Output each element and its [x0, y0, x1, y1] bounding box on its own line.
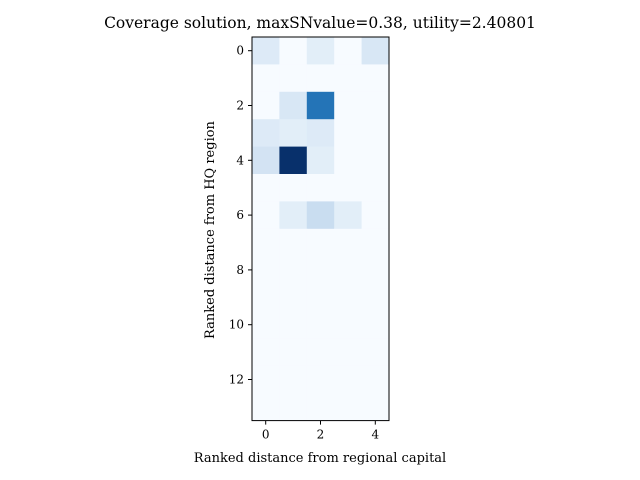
y-tick-label: 2 [236, 99, 244, 113]
heatmap-cell [279, 256, 308, 285]
y-tick-label: 10 [229, 318, 244, 332]
heatmap-cell [306, 201, 335, 230]
heatmap-cell [279, 311, 308, 339]
heatmap-cell [361, 338, 390, 367]
heatmap-cell [306, 119, 335, 148]
x-axis-label: Ranked distance from regional capital [194, 451, 446, 466]
heatmap-cell [334, 37, 363, 65]
heatmap-cell [306, 365, 335, 394]
heatmap-cell [361, 201, 390, 230]
heatmap-cell [361, 174, 390, 202]
y-tick-label: 6 [236, 208, 244, 222]
heatmap-cell [252, 338, 280, 367]
x-tick-label: 2 [317, 428, 325, 442]
heatmap-cell [252, 228, 280, 257]
heatmap-cell [252, 201, 280, 230]
heatmap-cell [279, 365, 308, 394]
heatmap-cell [361, 146, 390, 175]
heatmap-cell [279, 201, 308, 230]
heatmap-cell [361, 91, 390, 120]
heatmap-cell [361, 119, 390, 148]
heatmap-cell [252, 91, 280, 120]
heatmap-cell [252, 256, 280, 285]
heatmap-cell [306, 228, 335, 257]
y-tick-label: 0 [236, 44, 244, 58]
heatmap-cell [252, 283, 280, 312]
heatmap-cell [306, 311, 335, 339]
heatmap-cell [334, 338, 363, 367]
heatmap-cell [279, 37, 308, 65]
heatmap-cell [361, 228, 390, 257]
heatmap-cell [334, 91, 363, 120]
heatmap-cell [361, 311, 390, 339]
heatmap-cell [279, 91, 308, 120]
heatmap-cell [279, 174, 308, 202]
heatmap-cell [361, 365, 390, 394]
heatmap-cells [252, 37, 390, 422]
heatmap-cell [279, 338, 308, 367]
heatmap-cell [252, 146, 280, 175]
heatmap-cell [252, 37, 280, 65]
heatmap-cell [279, 283, 308, 312]
heatmap-cell [334, 365, 363, 394]
heatmap-cell [334, 311, 363, 339]
heatmap-cell [334, 64, 363, 93]
heatmap-cell [306, 146, 335, 175]
heatmap-cell [361, 283, 390, 312]
x-tick-label: 0 [262, 428, 270, 442]
heatmap-cell [279, 393, 308, 422]
chart-title: Coverage solution, maxSNvalue=0.38, util… [104, 14, 536, 32]
heatmap-cell [306, 393, 335, 422]
y-tick-label: 12 [229, 373, 244, 387]
heatmap-cell [334, 119, 363, 148]
heatmap-cell [334, 146, 363, 175]
y-tick-label: 4 [236, 153, 244, 167]
heatmap-cell [334, 228, 363, 257]
x-tick-label: 4 [371, 428, 379, 442]
heatmap-cell [334, 283, 363, 312]
heatmap-cell [361, 37, 390, 65]
heatmap-cell [334, 174, 363, 202]
heatmap-cell [361, 256, 390, 285]
y-axis-label: Ranked distance from HQ region [203, 120, 218, 338]
heatmap-cell [334, 393, 363, 422]
heatmap-cell [361, 64, 390, 93]
heatmap-cell [279, 146, 308, 175]
heatmap-cell [361, 393, 390, 422]
heatmap-cell [252, 311, 280, 339]
heatmap-cell [306, 338, 335, 367]
heatmap-cell [334, 201, 363, 230]
heatmap-cell [252, 64, 280, 93]
y-axis-ticks: 0 2 4 6 8 10 12 [229, 44, 252, 387]
heatmap-cell [279, 64, 308, 93]
heatmap-cell [252, 174, 280, 202]
heatmap-cell [279, 119, 308, 148]
heatmap-cell [306, 283, 335, 312]
heatmap-cell [306, 91, 335, 120]
heatmap-cell [252, 119, 280, 148]
x-axis-ticks: 0 2 4 [262, 420, 379, 442]
heatmap-cell [252, 393, 280, 422]
heatmap-cell [334, 256, 363, 285]
heatmap-cell [306, 64, 335, 93]
heatmap-cell [306, 256, 335, 285]
heatmap-cell [279, 228, 308, 257]
heatmap-cell [306, 37, 335, 65]
heatmap-cell [306, 174, 335, 202]
heatmap-cell [252, 365, 280, 394]
y-tick-label: 8 [236, 263, 244, 277]
